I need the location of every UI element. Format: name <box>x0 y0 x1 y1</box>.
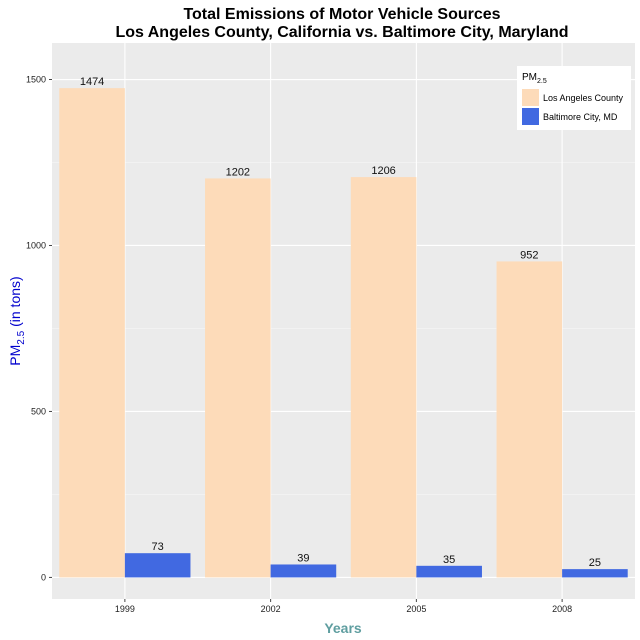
legend-title: PM2.5 <box>522 72 547 85</box>
x-tick-label: 2005 <box>406 604 426 614</box>
y-tick-label: 1000 <box>26 240 46 250</box>
legend-title-main: PM <box>522 72 537 83</box>
data-label-los-angeles-1999: 1474 <box>80 76 104 88</box>
x-axis-ticks: 1999 2002 2005 2008 <box>115 599 572 614</box>
data-label-baltimore-2002: 39 <box>297 552 309 564</box>
chart-title-line1: Total Emissions of Motor Vehicle Sources <box>183 6 500 23</box>
legend-label-baltimore: Baltimore City, MD <box>543 112 618 122</box>
legend-title-sub: 2.5 <box>537 78 547 85</box>
legend-key-los-angeles <box>522 89 539 106</box>
bar-baltimore-2002 <box>270 564 337 578</box>
x-tick-label: 1999 <box>115 604 135 614</box>
bar-baltimore-1999 <box>124 553 191 578</box>
legend-key-baltimore <box>522 108 539 125</box>
chart-title-line2: Los Angeles County, California vs. Balti… <box>115 24 568 41</box>
y-tick-label: 1500 <box>26 75 46 85</box>
y-axis-label-rest: (in tons) <box>7 276 23 330</box>
data-label-los-angeles-2005: 1206 <box>371 165 395 177</box>
data-labels: 1474 73 1202 39 1206 35 952 25 <box>80 76 601 569</box>
data-label-los-angeles-2002: 1202 <box>226 166 250 178</box>
x-tick-label: 2008 <box>552 604 572 614</box>
data-label-baltimore-2005: 35 <box>443 554 455 566</box>
data-label-los-angeles-2008: 952 <box>520 249 538 261</box>
bar-baltimore-2008 <box>562 569 628 578</box>
y-axis-ticks: 0 500 1000 1500 <box>26 75 52 582</box>
y-axis-label-sub: 2.5 <box>16 330 27 344</box>
bars <box>59 88 628 578</box>
legend-label-los-angeles: Los Angeles County <box>543 93 624 103</box>
x-axis-label: Years <box>324 620 362 636</box>
bar-baltimore-2005 <box>416 565 482 578</box>
y-axis-label-main: PM <box>7 345 23 366</box>
y-tick-label: 500 <box>31 406 46 416</box>
bar-los-angeles-2008 <box>496 261 563 578</box>
bar-los-angeles-2002 <box>205 178 271 578</box>
x-tick-label: 2002 <box>261 604 281 614</box>
data-label-baltimore-1999: 73 <box>152 541 164 553</box>
y-axis-label: PM2.5 (in tons) <box>7 276 27 365</box>
legend: PM2.5 Los Angeles County Baltimore City,… <box>517 66 631 130</box>
y-tick-label: 0 <box>41 572 46 582</box>
bar-los-angeles-2005 <box>350 177 417 578</box>
bar-los-angeles-1999 <box>59 88 125 578</box>
data-label-baltimore-2008: 25 <box>589 557 601 569</box>
